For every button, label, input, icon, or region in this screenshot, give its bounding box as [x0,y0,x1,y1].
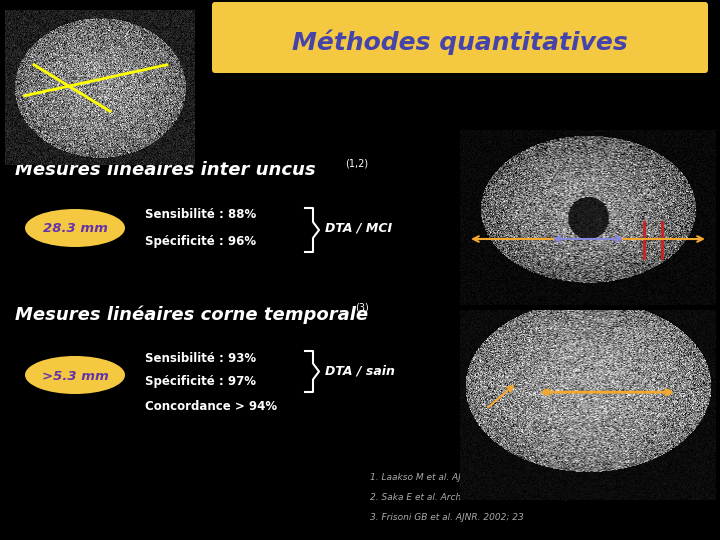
Text: Mesures linéaires inter uncus: Mesures linéaires inter uncus [15,161,322,179]
Ellipse shape [25,209,125,247]
FancyBboxPatch shape [212,2,708,73]
Ellipse shape [25,356,125,394]
Text: Concordance > 94%: Concordance > 94% [145,401,277,414]
Text: DTA / sain: DTA / sain [325,364,395,377]
Text: (1,2): (1,2) [345,158,368,168]
Text: 2. Saka E et al. Arch Gerontol Geriatr. 2007;44: 2. Saka E et al. Arch Gerontol Geriatr. … [370,492,580,502]
Text: Mesures linéaires corne temporale: Mesures linéaires corne temporale [15,306,374,324]
Text: >5.3 mm: >5.3 mm [42,369,109,382]
Text: (3): (3) [355,303,369,313]
Text: Spécificité : 96%: Spécificité : 96% [145,235,256,248]
Text: 28.3 mm: 28.3 mm [42,222,107,235]
Text: DTA / MCI: DTA / MCI [325,221,392,234]
Text: 3. Frisoni GB et al. AJNR. 2002; 23: 3. Frisoni GB et al. AJNR. 2002; 23 [370,512,523,522]
Text: Sensibilité : 88%: Sensibilité : 88% [145,208,256,221]
Text: Méthodes quantitatives: Méthodes quantitatives [292,29,628,55]
Text: Spécificité : 97%: Spécificité : 97% [145,375,256,388]
Text: 1. Laakso M et al. AJNR 1995;16: 1. Laakso M et al. AJNR 1995;16 [370,472,514,482]
Text: Sensibilité : 93%: Sensibilité : 93% [145,352,256,365]
